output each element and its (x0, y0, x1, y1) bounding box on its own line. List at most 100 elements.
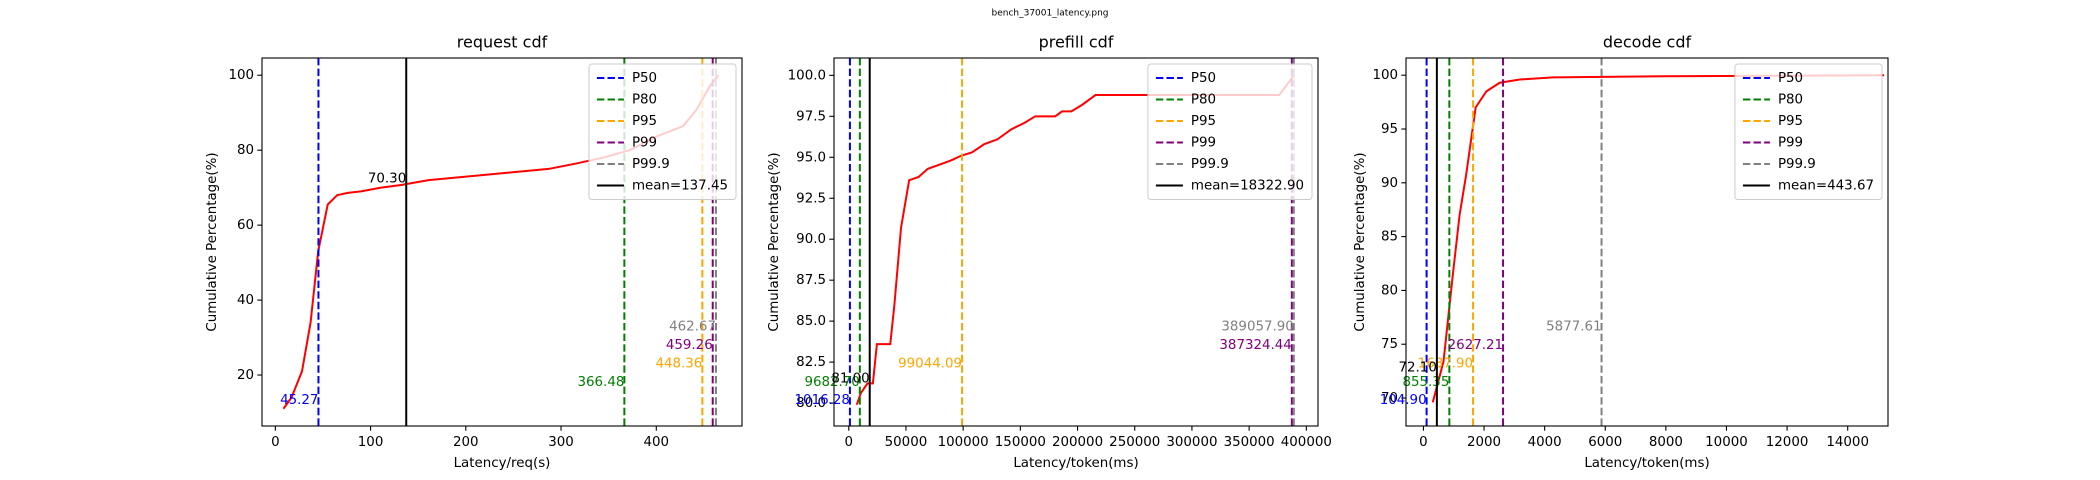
x-tick-label: 50000 (885, 435, 928, 450)
legend-label: P80 (632, 93, 657, 108)
mean-cdf-label: 70.30 (368, 172, 406, 187)
x-tick-label: 300 (548, 435, 574, 450)
legend-label: P99.9 (1778, 157, 1816, 172)
legend-label: P50 (1778, 71, 1803, 86)
y-tick-label: 95.0 (796, 150, 826, 165)
y-tick-label: 85 (1381, 230, 1398, 245)
percentile-label: 45.27 (280, 393, 318, 408)
legend-label: mean=137.45 (632, 179, 728, 194)
y-tick-label: 90.0 (796, 232, 826, 247)
cdf-line (1431, 74, 1885, 403)
percentile-label: 1016.28 (795, 393, 850, 408)
percentile-label: 389057.90 (1221, 320, 1293, 335)
x-tick-label: 200 (453, 435, 479, 450)
x-tick-label: 4000 (1528, 435, 1562, 450)
legend-frame (1734, 63, 1883, 200)
percentile-label: 9682.70 (804, 375, 859, 390)
legend-label: P50 (1191, 71, 1216, 86)
y-tick-label: 95 (1381, 122, 1398, 137)
legend-label: P99 (632, 136, 657, 151)
legend-frame (588, 63, 737, 200)
x-tick-label: 400000 (1281, 435, 1332, 450)
x-tick-label: 350000 (1224, 435, 1275, 450)
x-tick-label: 8000 (1649, 435, 1683, 450)
legend-label: mean=443.67 (1778, 179, 1874, 194)
x-axis-label: Latency/token(ms) (1584, 456, 1709, 471)
y-tick-label: 80.0 (796, 396, 826, 411)
legend: P50 P80 P95 P99 P99.9 mean=443.67 (1734, 63, 1883, 200)
axes-frame (261, 57, 743, 427)
y-tick-label: 85.0 (796, 314, 826, 329)
x-tick-label: 0 (271, 435, 280, 450)
x-tick-label: 300000 (1166, 435, 1217, 450)
percentile-label: 448.36 (655, 356, 702, 371)
y-axis-label: Cumulative Percentage(%) (205, 152, 220, 331)
legend: P50 P80 P95 P99 P99.9 mean=137.45 (588, 63, 737, 200)
percentile-label: 99044.09 (898, 356, 962, 371)
legend-label: P80 (1778, 93, 1803, 108)
y-tick-label: 87.5 (796, 273, 826, 288)
percentile-label: 1637.90 (1418, 356, 1473, 371)
legend-label: P95 (632, 114, 657, 129)
percentile-label: 387324.44 (1219, 338, 1291, 353)
x-tick-label: 12000 (1766, 435, 1809, 450)
x-tick-label: 400 (644, 435, 670, 450)
chart-title: request cdf (457, 33, 548, 52)
y-tick-label: 100 (228, 68, 254, 83)
x-tick-label: 250000 (1109, 435, 1160, 450)
y-tick-label: 100 (1372, 68, 1398, 83)
y-tick-label: 82.5 (796, 355, 826, 370)
percentile-label: 855.35 (1402, 375, 1449, 390)
legend-label: P80 (1191, 93, 1216, 108)
legend-label: P99 (1778, 136, 1803, 151)
suptitle: bench_37001_latency.png (991, 9, 1108, 19)
percentile-label: 462.67 (669, 320, 716, 335)
legend-label: P50 (632, 71, 657, 86)
legend-label: P99.9 (1191, 157, 1229, 172)
mean-cdf-label: 72.10 (1399, 360, 1437, 375)
legend: P50 P80 P95 P99 P99.9 mean=18322.90 (1147, 63, 1313, 200)
x-tick-label: 0 (844, 435, 853, 450)
y-tick-label: 97.5 (796, 109, 826, 124)
x-tick-label: 100 (358, 435, 384, 450)
chart-title: decode cdf (1603, 33, 1692, 52)
legend-label: P99.9 (632, 157, 670, 172)
x-tick-label: 10000 (1705, 435, 1748, 450)
y-axis-label: Cumulative Percentage(%) (1353, 152, 1368, 331)
y-tick-label: 60 (237, 218, 254, 233)
percentile-label: 5877.61 (1546, 320, 1601, 335)
y-tick-label: 92.5 (796, 191, 826, 206)
legend-label: P95 (1191, 114, 1216, 129)
percentile-label: 459.26 (666, 338, 713, 353)
x-axis-label: Latency/token(ms) (1013, 456, 1138, 471)
legend-label: mean=18322.90 (1191, 179, 1304, 194)
y-tick-label: 80 (1381, 283, 1398, 298)
y-tick-label: 90 (1381, 176, 1398, 191)
y-tick-label: 70 (1381, 391, 1398, 406)
percentile-label: 366.48 (578, 375, 625, 390)
x-tick-label: 200000 (1052, 435, 1103, 450)
x-tick-label: 0 (1419, 435, 1428, 450)
mean-cdf-label: 81.00 (831, 372, 869, 387)
y-tick-label: 80 (237, 143, 254, 158)
x-tick-label: 6000 (1588, 435, 1622, 450)
y-tick-label: 100.0 (788, 68, 826, 83)
legend-label: P95 (1778, 114, 1803, 129)
y-tick-label: 75 (1381, 337, 1398, 352)
axes-frame (833, 57, 1319, 427)
percentile-label: 104.90 (1380, 393, 1427, 408)
y-tick-label: 20 (237, 368, 254, 383)
axes-frame (1405, 57, 1889, 427)
x-tick-label: 150000 (995, 435, 1046, 450)
x-tick-label: 100000 (938, 435, 989, 450)
legend-frame (1147, 63, 1313, 200)
y-axis-label: Cumulative Percentage(%) (767, 152, 782, 331)
y-tick-label: 40 (237, 293, 254, 308)
x-tick-label: 2000 (1467, 435, 1501, 450)
legend-label: P99 (1191, 136, 1216, 151)
chart-title: prefill cdf (1039, 33, 1114, 52)
percentile-label: 2627.21 (1448, 338, 1503, 353)
x-tick-label: 14000 (1826, 435, 1869, 450)
